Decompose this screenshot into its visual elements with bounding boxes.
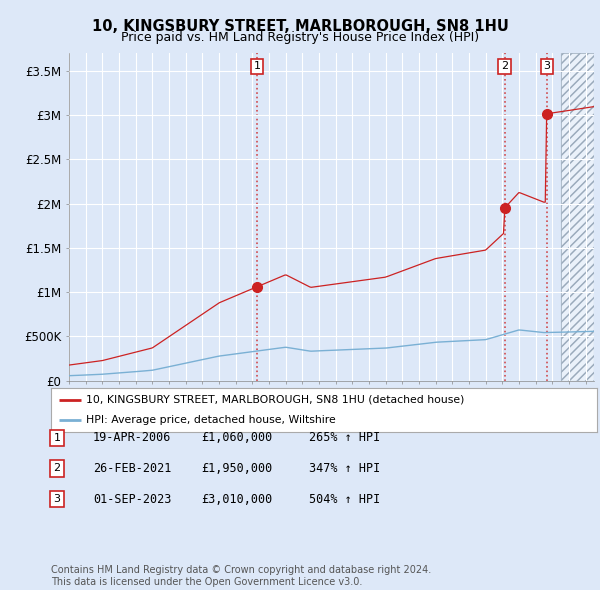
Text: £3,010,000: £3,010,000 — [201, 493, 272, 506]
Text: 3: 3 — [544, 61, 550, 71]
Text: 26-FEB-2021: 26-FEB-2021 — [93, 462, 172, 475]
Text: 10, KINGSBURY STREET, MARLBOROUGH, SN8 1HU: 10, KINGSBURY STREET, MARLBOROUGH, SN8 1… — [92, 19, 508, 34]
Text: 3: 3 — [53, 494, 61, 504]
Text: 1: 1 — [53, 433, 61, 442]
Text: Contains HM Land Registry data © Crown copyright and database right 2024.
This d: Contains HM Land Registry data © Crown c… — [51, 565, 431, 587]
Text: 19-APR-2006: 19-APR-2006 — [93, 431, 172, 444]
Text: 1: 1 — [254, 61, 260, 71]
Text: 2: 2 — [53, 464, 61, 473]
Text: 265% ↑ HPI: 265% ↑ HPI — [309, 431, 380, 444]
Text: 01-SEP-2023: 01-SEP-2023 — [93, 493, 172, 506]
Text: 347% ↑ HPI: 347% ↑ HPI — [309, 462, 380, 475]
Text: £1,060,000: £1,060,000 — [201, 431, 272, 444]
Text: HPI: Average price, detached house, Wiltshire: HPI: Average price, detached house, Wilt… — [86, 415, 336, 425]
Text: 2: 2 — [501, 61, 508, 71]
Text: 10, KINGSBURY STREET, MARLBOROUGH, SN8 1HU (detached house): 10, KINGSBURY STREET, MARLBOROUGH, SN8 1… — [86, 395, 465, 405]
Bar — [560, 53, 594, 381]
Text: 504% ↑ HPI: 504% ↑ HPI — [309, 493, 380, 506]
Text: Price paid vs. HM Land Registry's House Price Index (HPI): Price paid vs. HM Land Registry's House … — [121, 31, 479, 44]
Text: £1,950,000: £1,950,000 — [201, 462, 272, 475]
Bar — [560, 53, 594, 381]
